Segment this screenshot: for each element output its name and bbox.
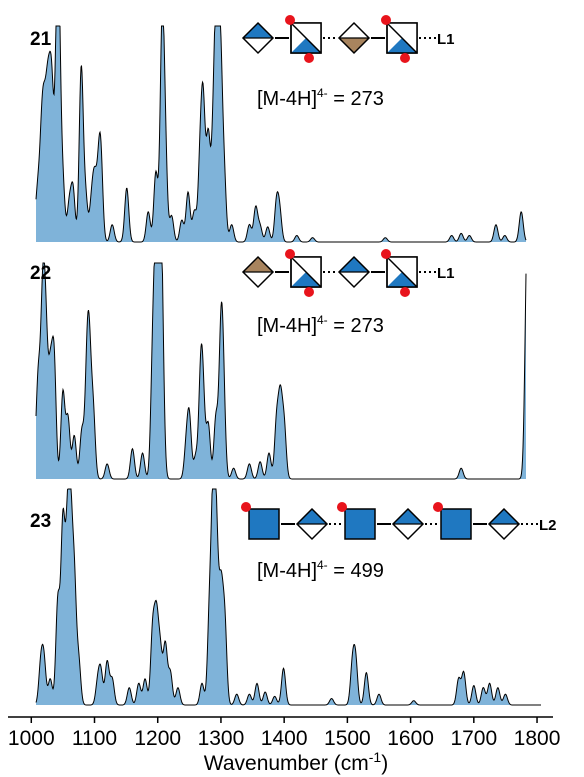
glcnac-square-symbol — [241, 502, 280, 540]
spectrum-panel-23: 23 [M-4H]4- = 499 L2 — [30, 488, 557, 706]
mass-annotation-21: [M-4H]4- = 273 — [257, 86, 384, 110]
mass-annotation-22: [M-4H]4- = 273 — [257, 313, 384, 337]
uronic-diamond-symbol — [337, 255, 371, 289]
x-tick-label: 1700 — [450, 727, 497, 750]
uronic-diamond-symbol — [295, 507, 329, 541]
sulfate-dot — [304, 287, 314, 297]
spectrum-fill-22 — [36, 263, 526, 479]
uronic-diamond-symbol — [241, 255, 275, 289]
spectrum-line-23 — [35, 488, 541, 706]
panel-label-21: 21 — [30, 29, 52, 50]
spectrum-panel-21: 21 [M-4H]4- = 273 L1 — [30, 15, 527, 243]
sulfate-dot — [285, 249, 295, 259]
spectrum-panel-22: 22 [M-4H]4- = 273 L1 — [30, 249, 527, 480]
x-tick-label: 1500 — [324, 727, 371, 750]
x-tick-label: 1000 — [8, 727, 55, 750]
glcnac-square-symbol — [337, 502, 376, 540]
sulfate-dot — [304, 53, 314, 63]
mass-annotation-23: [M-4H]4- = 499 — [257, 558, 384, 582]
sulfate-dot — [337, 502, 347, 512]
glycan-structure-23: L2 — [241, 502, 557, 541]
sulfate-dot — [285, 15, 295, 25]
x-tick-label: 1400 — [261, 727, 308, 750]
x-axis-label: Wavenumber (cm-1) — [204, 749, 388, 775]
panel-label-23: 23 — [30, 511, 51, 532]
sulfate-dot — [241, 502, 251, 512]
spectrum-line-21 — [35, 25, 527, 243]
panel-label-22: 22 — [30, 263, 51, 284]
uronic-diamond-symbol — [337, 21, 371, 55]
glycan-structure-21: L1 — [241, 15, 455, 63]
uronic-diamond-symbol — [241, 21, 275, 55]
x-tick-label: 1600 — [387, 727, 434, 750]
x-axis-ticks: 1000 1100 1200 1300 1400 1500 1600 1700 1800 — [8, 717, 560, 750]
glcnac-square-symbol — [285, 249, 322, 297]
x-tick-label: 1800 — [514, 727, 561, 750]
x-tick-label: 1300 — [198, 727, 245, 750]
sulfate-dot — [400, 53, 410, 63]
linker-label: L1 — [437, 265, 455, 282]
spectra-panels: 21 [M-4H]4- = 273 L1 22 [M-4H]4- = 273 L1 23 [M… — [30, 15, 557, 706]
x-tick-label: 1200 — [134, 727, 181, 750]
sulfate-dot — [381, 15, 391, 25]
glcnac-square-symbol — [381, 249, 418, 297]
spectrum-fill-21 — [36, 26, 526, 242]
glycan-structure-22: L1 — [241, 249, 455, 297]
glcnac-square-symbol — [285, 15, 322, 63]
sulfate-dot — [433, 502, 443, 512]
uronic-diamond-symbol — [487, 507, 521, 541]
linker-label: L2 — [539, 517, 557, 534]
x-tick-label: 1100 — [72, 727, 117, 750]
linker-label: L1 — [437, 31, 455, 48]
spectrum-line-22 — [35, 262, 527, 480]
sulfate-dot — [381, 249, 391, 259]
uronic-diamond-symbol — [391, 507, 425, 541]
glcnac-square-symbol — [433, 502, 472, 540]
sulfate-dot — [400, 287, 410, 297]
glcnac-square-symbol — [381, 15, 418, 63]
